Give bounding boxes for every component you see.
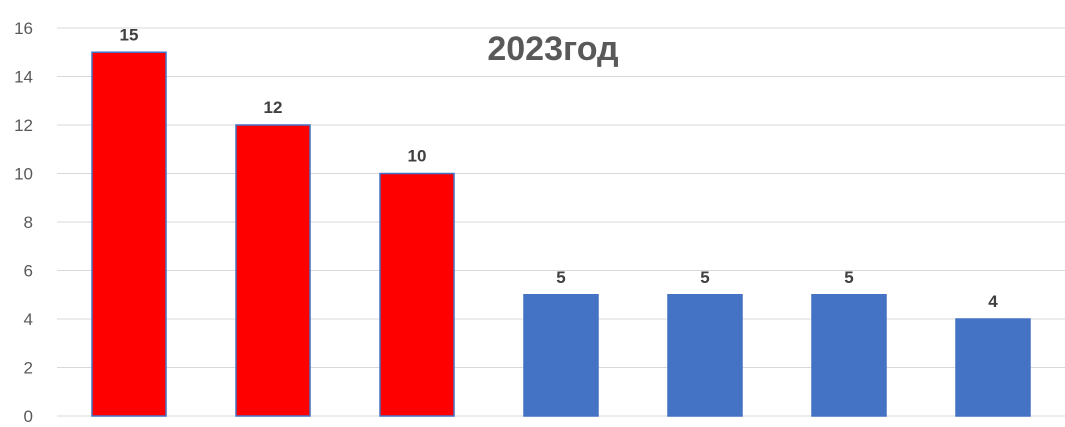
y-tick-label: 2 <box>24 359 33 378</box>
y-tick-label: 14 <box>14 68 33 87</box>
y-tick-label: 16 <box>14 19 33 38</box>
bar <box>811 294 887 417</box>
bar-value-label: 4 <box>988 292 998 311</box>
bars <box>91 51 1031 417</box>
y-tick-label: 8 <box>24 213 33 232</box>
bar-value-label: 12 <box>264 98 283 117</box>
y-tick-label: 6 <box>24 262 33 281</box>
bar-value-label: 5 <box>844 268 853 287</box>
y-tick-label: 12 <box>14 116 33 135</box>
bar-value-label: 15 <box>120 25 139 44</box>
data-labels: 15 12 10 5 5 5 4 <box>120 25 999 311</box>
bar <box>955 318 1031 417</box>
bar-value-label: 5 <box>700 268 709 287</box>
bar <box>667 294 743 417</box>
bar <box>523 294 599 417</box>
bar <box>235 124 311 417</box>
bar <box>91 51 167 417</box>
chart-title: 2023год <box>487 30 618 68</box>
gridlines <box>57 27 1065 417</box>
y-axis: 0 2 4 6 8 10 12 14 16 <box>14 19 33 426</box>
bar-value-label: 10 <box>408 147 427 166</box>
bar <box>379 172 455 417</box>
y-tick-label: 0 <box>24 407 33 422</box>
y-tick-label: 4 <box>24 310 33 329</box>
bar-value-label: 5 <box>556 268 565 287</box>
y-tick-label: 10 <box>14 165 33 184</box>
